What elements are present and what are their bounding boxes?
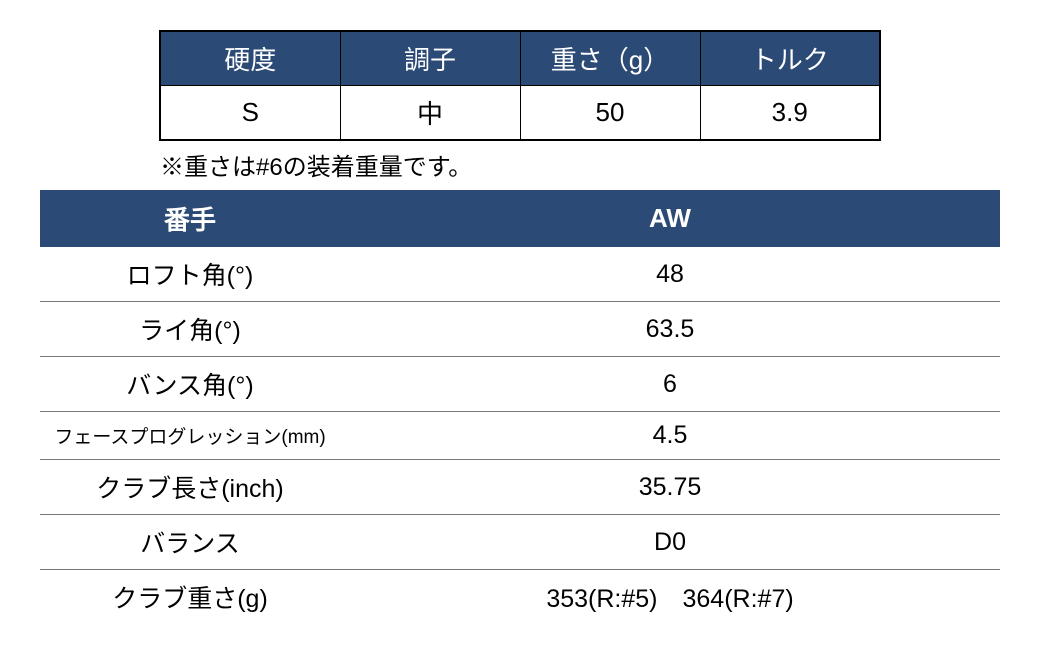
col-header-aw: AW (340, 190, 1000, 247)
table-row: 硬度 調子 重さ（g） トルク (160, 31, 880, 86)
row-label: ロフト角(°) (40, 247, 340, 302)
weight-note: ※重さは#6の装着重量です。 (160, 147, 1000, 182)
col-header-number: 番手 (40, 190, 340, 247)
table-row: 番手 AW (40, 190, 1000, 247)
shaft-spec-table-wrap: 硬度 調子 重さ（g） トルク S 中 50 3.9 (40, 30, 1000, 141)
row-label: ライ角(°) (40, 302, 340, 357)
table-row: ロフト角(°)48 (40, 247, 1000, 302)
table-row: バランスD0 (40, 515, 1000, 570)
cell-torque: 3.9 (700, 86, 880, 141)
row-value: 35.75 (340, 460, 1000, 515)
col-header-kickpoint: 調子 (340, 31, 520, 86)
cell-kickpoint: 中 (340, 86, 520, 141)
cell-weight: 50 (520, 86, 700, 141)
row-label: クラブ長さ(inch) (40, 460, 340, 515)
row-value: 63.5 (340, 302, 1000, 357)
row-value: 6 (340, 357, 1000, 412)
col-header-weight: 重さ（g） (520, 31, 700, 86)
row-label: フェースプログレッション(mm) (40, 412, 340, 460)
table-row: ライ角(°)63.5 (40, 302, 1000, 357)
col-header-torque: トルク (700, 31, 880, 86)
table-row: バンス角(°)6 (40, 357, 1000, 412)
row-value: 353(R:#5) 364(R:#7) (340, 570, 1000, 625)
table-row: フェースプログレッション(mm)4.5 (40, 412, 1000, 460)
table-row: クラブ重さ(g)353(R:#5) 364(R:#7) (40, 570, 1000, 625)
col-header-hardness: 硬度 (160, 31, 340, 86)
club-spec-table: 番手 AW ロフト角(°)48ライ角(°)63.5バンス角(°)6フェースプログ… (40, 190, 1000, 624)
row-value: 4.5 (340, 412, 1000, 460)
row-label: バランス (40, 515, 340, 570)
row-value: D0 (340, 515, 1000, 570)
club-spec-body: ロフト角(°)48ライ角(°)63.5バンス角(°)6フェースプログレッション(… (40, 247, 1000, 624)
shaft-spec-table: 硬度 調子 重さ（g） トルク S 中 50 3.9 (159, 30, 881, 141)
table-row: クラブ長さ(inch)35.75 (40, 460, 1000, 515)
row-label: バンス角(°) (40, 357, 340, 412)
table-row: S 中 50 3.9 (160, 86, 880, 141)
cell-hardness: S (160, 86, 340, 141)
row-label: クラブ重さ(g) (40, 570, 340, 625)
row-value: 48 (340, 247, 1000, 302)
